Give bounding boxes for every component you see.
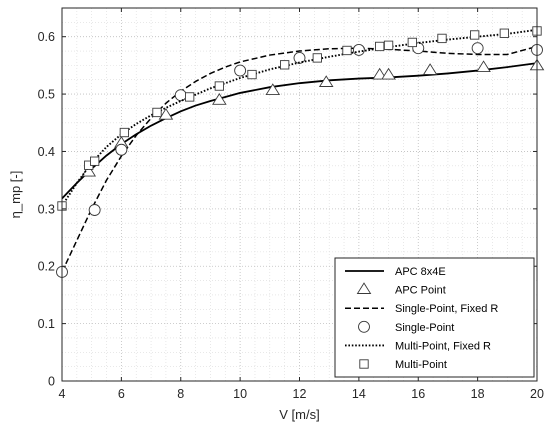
x-tick-label: 10 — [233, 387, 247, 401]
legend-item: APC Point — [356, 282, 446, 297]
data-point-square — [280, 60, 290, 70]
legend-label: Single-Point, Fixed R — [395, 303, 498, 315]
data-point-square — [214, 81, 224, 91]
data-point-square — [470, 30, 480, 40]
y-tick-label: 0 — [48, 375, 55, 389]
data-point-square — [383, 40, 394, 50]
data-point-square — [499, 28, 509, 38]
data-point-square — [342, 45, 352, 56]
x-tick-label: 20 — [530, 387, 544, 401]
legend-box — [334, 257, 535, 378]
x-tick-label: 18 — [471, 387, 485, 401]
legend-marker-triangle — [356, 282, 372, 294]
y-tick-label: 0.3 — [38, 202, 55, 216]
data-point-circle — [88, 204, 101, 216]
data-point-circle — [174, 89, 187, 102]
data-point-triangle — [381, 67, 396, 80]
x-tick-label: 4 — [59, 387, 66, 401]
legend-label: APC Point — [395, 285, 446, 297]
x-tick-label: 16 — [411, 387, 425, 401]
series-multi-point-fixed-r — [61, 28, 538, 207]
data-point-triangle — [318, 75, 334, 87]
data-point-circle — [471, 42, 484, 55]
data-point-square — [375, 41, 385, 52]
data-point-triangle — [422, 63, 438, 75]
y-tick-label: 0.6 — [38, 30, 55, 44]
data-point-circle — [234, 64, 247, 77]
x-tick-label: 6 — [118, 387, 125, 401]
legend-marker-square — [359, 359, 369, 369]
data-point-triangle — [158, 107, 174, 120]
x-tick-label: 14 — [352, 387, 366, 401]
legend-label: Multi-Point, Fixed R — [395, 340, 491, 352]
y-tick-label: 0.2 — [38, 260, 55, 274]
data-point-square — [152, 107, 162, 118]
x-tick-label: 8 — [177, 387, 184, 401]
x-axis-title: V [m/s] — [279, 407, 319, 422]
data-point-triangle — [476, 60, 491, 73]
data-point-square — [437, 33, 447, 44]
series-single-point-fixed-r — [61, 45, 538, 273]
data-point-square — [185, 92, 195, 102]
data-point-square — [247, 69, 257, 80]
data-point-circle — [115, 143, 128, 156]
legend-label: Multi-Point — [395, 359, 447, 371]
y-tick-label: 0.4 — [38, 145, 55, 159]
legend-item: Multi-Point, Fixed R — [345, 340, 491, 352]
data-point-square — [312, 53, 322, 63]
y-axis-title: η_mp [-] — [8, 171, 23, 219]
legend-item: Single-Point, Fixed R — [345, 303, 498, 315]
legend-marker-circle — [358, 320, 370, 333]
y-tick-label: 0.1 — [38, 317, 55, 331]
legend: APC 8x4E APC Point Single-Point, Fixed R Si… — [334, 257, 535, 378]
data-point-square — [407, 37, 417, 48]
data-point-triangle — [372, 67, 387, 80]
x-tick-label: 12 — [293, 387, 307, 401]
series-multi-point — [57, 26, 542, 211]
tick-labels: 4 6 8 10 12 14 16 18 20 0 0.1 0.2 0.3 0.4 0.5 0.6 — [38, 30, 544, 401]
series-line — [61, 28, 538, 207]
legend-label: APC 8x4E — [395, 266, 446, 278]
legend-item: Multi-Point — [359, 359, 447, 371]
data-point-triangle — [265, 83, 281, 95]
data-point-triangle — [212, 93, 227, 105]
series-line — [61, 45, 538, 273]
legend-item: APC 8x4E — [345, 266, 446, 278]
data-point-square — [90, 156, 100, 166]
legend-item: Single-Point — [358, 320, 454, 334]
legend-label: Single-Point — [395, 322, 454, 334]
data-point-circle — [352, 43, 365, 56]
y-tick-label: 0.5 — [38, 88, 55, 102]
data-point-square — [119, 127, 129, 138]
